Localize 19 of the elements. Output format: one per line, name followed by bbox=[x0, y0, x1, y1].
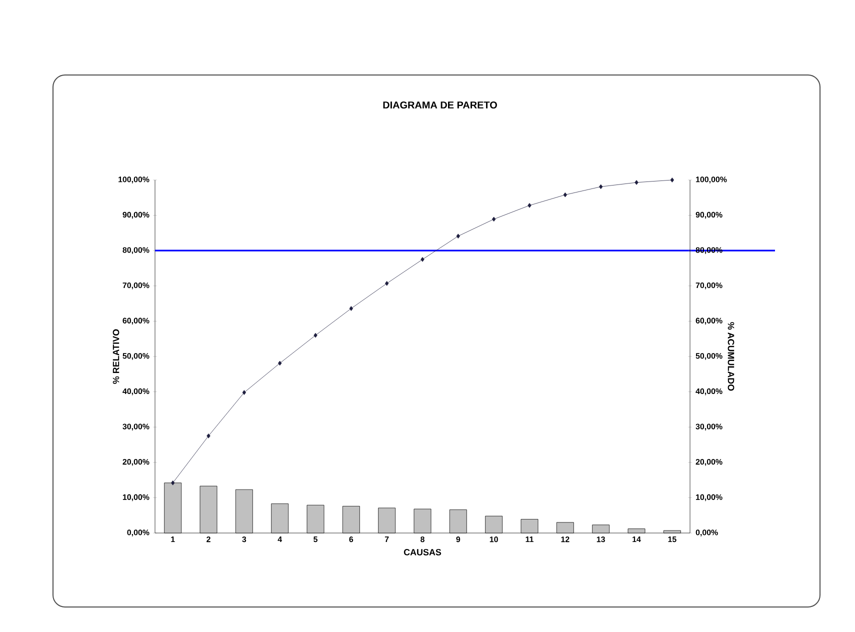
point bbox=[456, 234, 460, 239]
point bbox=[384, 281, 389, 286]
point bbox=[206, 434, 210, 438]
point bbox=[563, 192, 568, 198]
chart-title: DIAGRAMA DE PARETO bbox=[383, 101, 497, 109]
point bbox=[634, 180, 638, 185]
point bbox=[349, 306, 354, 311]
point bbox=[170, 480, 175, 486]
point bbox=[528, 203, 532, 208]
point bbox=[492, 216, 496, 222]
point bbox=[420, 257, 424, 262]
x-axis-title: CAUSAS bbox=[404, 549, 442, 556]
point bbox=[598, 184, 603, 190]
y-axis-title: % RELATIVO bbox=[112, 329, 120, 384]
point bbox=[242, 390, 246, 395]
y2-axis-title: % ACUMULADO bbox=[728, 322, 734, 391]
point bbox=[314, 332, 318, 338]
point bbox=[278, 360, 282, 366]
point bbox=[670, 178, 674, 182]
